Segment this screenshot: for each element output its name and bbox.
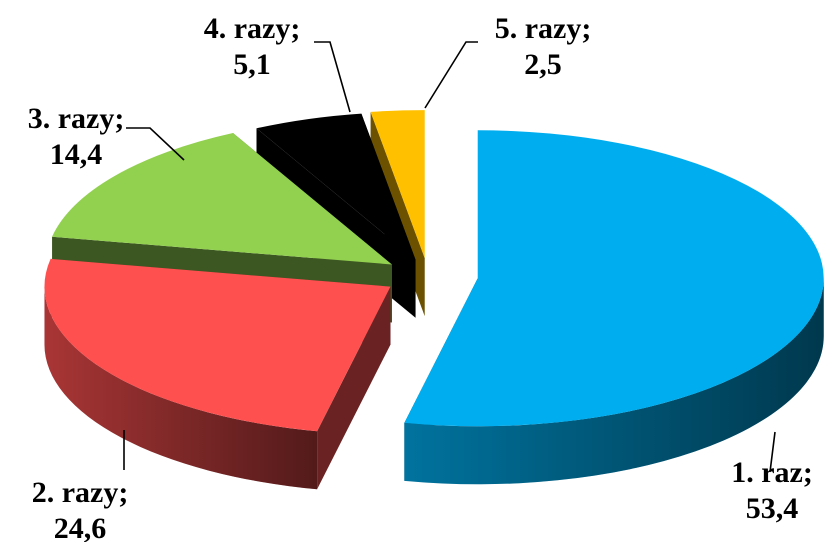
pie-slice-3 [52,133,392,265]
data-label-value-4: 5,1 [233,48,271,81]
data-label-name-3: 3. razy; [28,102,125,135]
pie-slice-wall-shade-2 [44,286,318,490]
pie-slice-4 [256,113,416,260]
leader-line-1 [769,431,776,473]
data-label-name-1: 1. raz; [731,456,813,489]
pie-slice-5 [370,110,425,259]
data-label-value-2: 24,6 [54,512,107,542]
pie-slice-wall-shade-1 [404,278,824,485]
data-label-value-1: 53,4 [746,492,799,525]
leader-line-4 [314,41,351,113]
data-label-value-5: 2,5 [524,48,562,81]
pie-slice-2 [44,258,391,432]
pie-slice-1 [404,130,824,427]
leader-line-3 [126,127,185,161]
data-label-name-5: 5. razy; [495,12,592,45]
data-label-name-4: 4. razy; [204,12,301,45]
data-label-name-2: 2. razy; [32,476,129,509]
leader-line-5 [424,41,478,109]
data-label-value-3: 14,4 [50,138,103,171]
